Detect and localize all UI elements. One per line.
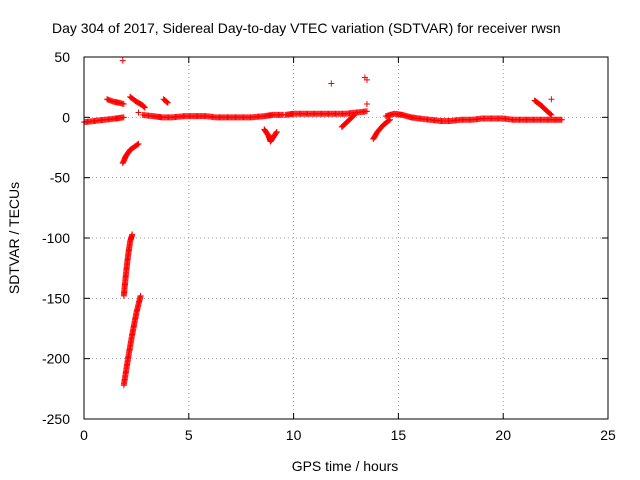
point-isolated (328, 80, 335, 87)
y-tick-label: -250 (42, 411, 70, 427)
point-arc-3 (164, 99, 171, 106)
y-tick-label: 50 (54, 49, 70, 65)
point-late-arc (548, 111, 555, 118)
point-isolated (119, 57, 126, 64)
x-tick-label: 15 (391, 427, 407, 443)
y-tick-label: -200 (42, 351, 70, 367)
point-drop-14h (387, 116, 394, 123)
point-baseline (120, 114, 127, 121)
point-drop-1 (135, 140, 142, 147)
point-isolated (363, 76, 370, 83)
y-axis-label: SDTVAR / TECUs (6, 182, 22, 294)
point-arc-3 (164, 99, 171, 106)
x-tick-label: 25 (600, 427, 616, 443)
x-tick-label: 10 (286, 427, 302, 443)
point-drop-3 (137, 292, 144, 299)
point-drop-1 (134, 141, 141, 148)
point-dip-13h (351, 111, 358, 118)
point-early-arc (120, 101, 127, 108)
y-tick-label: -50 (50, 170, 70, 186)
y-tick-label: -100 (42, 230, 70, 246)
point-late-arc (547, 111, 554, 118)
point-baseline (363, 108, 370, 115)
y-tick-label: 0 (62, 109, 70, 125)
point-dip-9h (273, 129, 280, 136)
point-drop-2 (129, 231, 136, 238)
y-tick-label: -150 (42, 290, 70, 306)
x-axis-label: GPS time / hours (292, 458, 399, 474)
data-points (81, 57, 565, 389)
point-isolated (548, 96, 555, 103)
chart-title: Day 304 of 2017, Sidereal Day-to-day VTE… (52, 20, 561, 36)
point-isolated (363, 101, 370, 108)
x-tick-labels: 0 5 10 15 20 25 (80, 427, 616, 443)
point-baseline (558, 116, 565, 123)
x-tick-label: 5 (185, 427, 193, 443)
point-drop-14h (386, 117, 393, 124)
x-tick-label: 0 (80, 427, 88, 443)
point-isolated (135, 109, 142, 116)
plot-frame (83, 56, 609, 420)
x-tick-label: 20 (495, 427, 511, 443)
point-dip-9h (273, 128, 280, 135)
point-dip-13h (350, 112, 357, 119)
y-tick-labels: 50 0 -50 -100 -150 -200 -250 (42, 49, 70, 427)
point-arc-2 (141, 104, 148, 111)
point-arc-2 (141, 103, 148, 110)
